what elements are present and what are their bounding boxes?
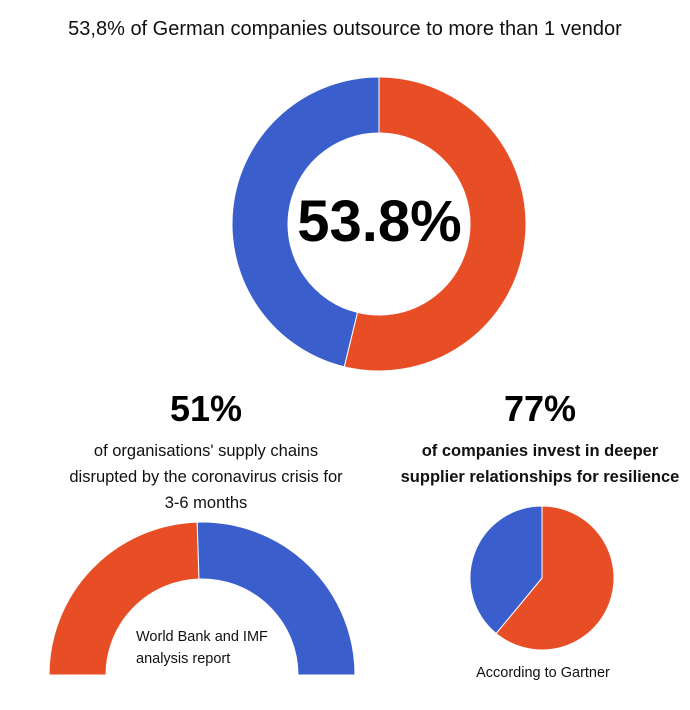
stat-left-text-line: 3-6 months xyxy=(164,494,248,512)
half-donut-chart xyxy=(48,521,356,676)
page-title: 53,8% of German companies outsource to m… xyxy=(68,18,622,40)
stat-left-value: 51% xyxy=(169,388,243,429)
stat-left-text-line: disrupted by the coronavirus crisis for xyxy=(69,468,343,486)
stat-right-text-line: of companies invest in deeper xyxy=(421,442,659,460)
stat-right-value: 77% xyxy=(503,388,577,429)
stat-left-text: of organisations' supply chains disrupte… xyxy=(20,438,392,516)
stat-left-text-line: of organisations' supply chains xyxy=(93,442,319,460)
stat-left-source-line: analysis report xyxy=(136,651,231,667)
main-donut-center-value: 53.8% xyxy=(297,189,462,254)
stat-right-text-line: supplier relationships for resilience xyxy=(400,468,680,486)
stat-right-source: According to Gartner xyxy=(476,665,610,681)
main-donut-chart xyxy=(231,76,527,372)
small-pie-slice-1 xyxy=(495,505,615,651)
stat-left-source: World Bank and IMF analysis report xyxy=(136,626,296,670)
half-donut-slice-2 xyxy=(196,521,356,676)
stat-left-source-line: World Bank and IMF xyxy=(136,629,268,645)
main-donut-slice-2 xyxy=(231,76,380,368)
small-pie-chart xyxy=(469,505,615,651)
main-donut-slice-1 xyxy=(343,76,527,372)
small-pie-slice-2 xyxy=(469,505,543,635)
stat-right-text: of companies invest in deeper supplier r… xyxy=(392,438,688,490)
